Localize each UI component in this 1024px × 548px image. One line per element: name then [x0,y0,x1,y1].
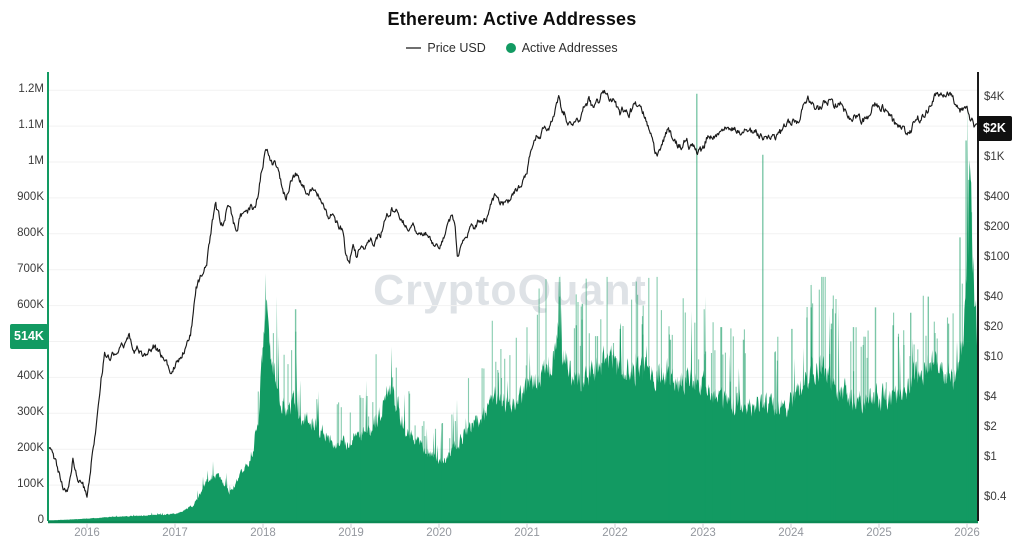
y-axis-right-tick-label: $200 [984,221,1010,234]
y-axis-right-tick-label: $10 [984,351,1004,364]
y-axis-left-tick-label: 0 [37,514,44,526]
x-axis-year-label: 2018 [250,527,276,539]
y-axis-right-tick-label: $2 [984,421,997,434]
y-axis-left-tick-label: 900K [17,190,44,203]
y-axis-right-tick-label: $40 [984,291,1004,303]
x-axis-year-label: 2024 [778,527,804,539]
y-axis-right-tick-label: $0.4 [984,491,1007,503]
y-axis-left-tick-label: 200K [17,442,44,455]
y-axis-left-tick-label: 1M [28,155,44,167]
y-axis-left-tick-label: 1.2M [18,83,44,96]
y-axis-left-tick-label: 100K [17,478,44,491]
y-axis-left-tick-label: 600K [17,298,44,311]
x-axis-year-label: 2022 [602,527,628,539]
price-line-legend-icon [406,47,422,49]
cryptoquant-watermark: CryptoQuant [373,266,647,315]
y-axis-right-tick-label: $400 [984,191,1010,203]
y-axis-left-tick-label: 1.1M [18,119,44,132]
price-current-badge: $2K [977,115,1012,141]
x-axis-year-label: 2025 [866,527,892,539]
y-axis-right-tick-label: $1K [984,151,1005,164]
legend-item-active-addresses[interactable]: Active Addresses [505,41,618,55]
x-axis-year-label: 2019 [338,527,364,539]
y-axis-left-tick-label: 700K [17,262,44,275]
x-axis-year-label: 2021 [514,527,540,539]
y-axis-left-tick-label: 400K [17,370,44,383]
x-axis-year-label: 2023 [690,527,716,539]
legend-label-price-usd: Price USD [427,41,486,55]
chart-title: Ethereum: Active Addresses [387,9,637,29]
legend-label-active-addresses: Active Addresses [521,41,618,55]
y-axis-left-tick-label: 300K [17,406,44,419]
y-axis-right-tick-label: $100 [984,251,1010,264]
x-axis-year-label: 2026 [954,527,980,539]
x-axis-year-label: 2016 [74,527,100,539]
legend-item-price-usd[interactable]: Price USD [406,41,486,55]
y-axis-right-tick-label: $4 [984,391,997,403]
x-axis-year-label: 2020 [426,527,452,539]
x-axis-year-label: 2017 [162,527,188,539]
y-axis-right-tick-label: $4K [984,91,1005,103]
y-axis-right-tick-label: $1 [984,451,997,464]
chart-legend: Price USD Active Addresses [0,41,1024,55]
y-axis-right-tick-label: $20 [984,321,1004,334]
y-axis-left-tick-label: 800K [17,226,44,239]
active-addresses-current-badge: 514K [10,323,48,349]
active-addresses-dot-icon [505,43,516,53]
